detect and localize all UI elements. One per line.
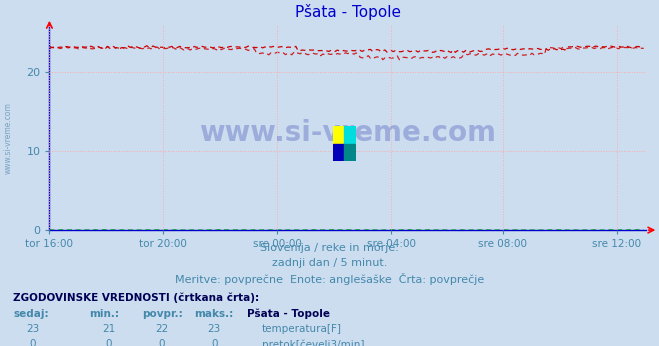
Text: pretok[čevelj3/min]: pretok[čevelj3/min] [262,339,364,346]
Text: povpr.:: povpr.: [142,309,183,319]
Text: 23: 23 [26,324,40,334]
Text: ZGODOVINSKE VREDNOSTI (črtkana črta):: ZGODOVINSKE VREDNOSTI (črtkana črta): [13,292,259,303]
Text: min.:: min.: [89,309,119,319]
Bar [333,126,344,144]
Text: Meritve: povprečne  Enote: anglešaške  Črta: povprečje: Meritve: povprečne Enote: anglešaške Črt… [175,273,484,285]
Text: 0: 0 [30,339,36,346]
Text: 22: 22 [155,324,168,334]
Bar [344,126,356,144]
Text: 23: 23 [208,324,221,334]
Text: www.si-vreme.com: www.si-vreme.com [3,102,13,174]
Text: maks.:: maks.: [194,309,234,319]
Title: Pšata - Topole: Pšata - Topole [295,4,401,20]
Text: 0: 0 [158,339,165,346]
Text: 21: 21 [102,324,115,334]
Text: 0: 0 [105,339,112,346]
Text: zadnji dan / 5 minut.: zadnji dan / 5 minut. [272,258,387,268]
Text: Slovenija / reke in morje.: Slovenija / reke in morje. [260,243,399,253]
Bar [344,144,356,161]
Text: Pšata - Topole: Pšata - Topole [247,309,330,319]
Text: www.si-vreme.com: www.si-vreme.com [199,119,496,147]
Text: 0: 0 [211,339,217,346]
Text: sedaj:: sedaj: [13,309,49,319]
Bar [333,144,344,161]
Text: temperatura[F]: temperatura[F] [262,324,341,334]
